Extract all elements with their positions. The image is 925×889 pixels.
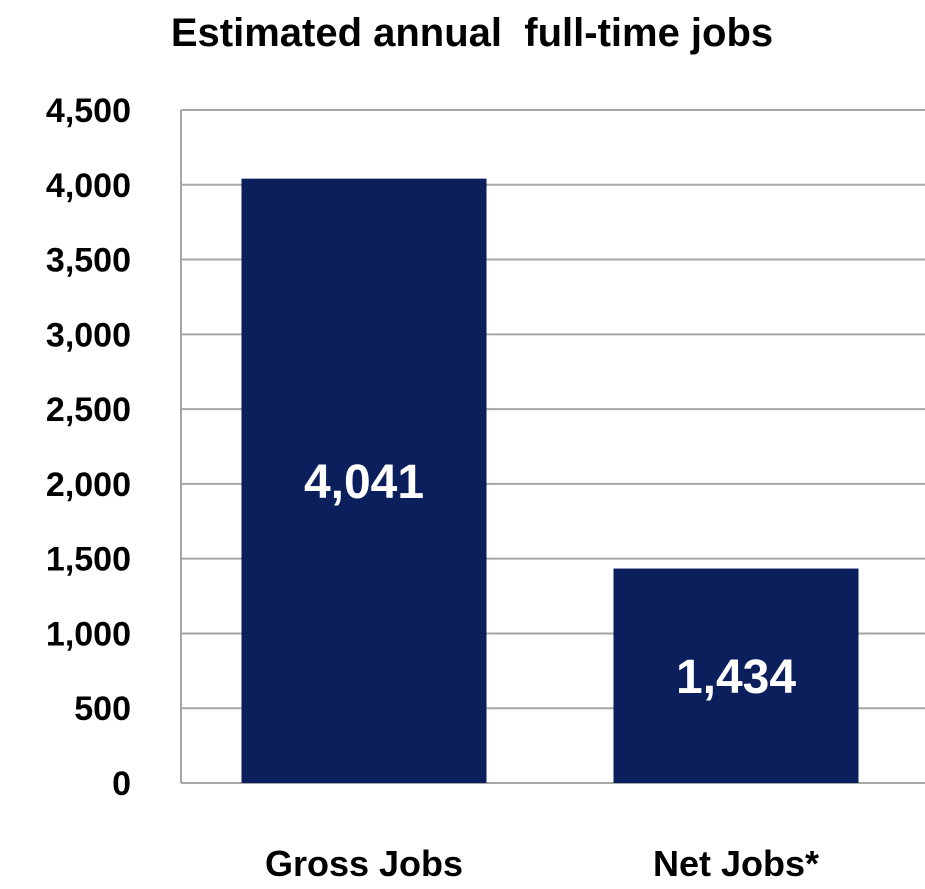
y-tick-label: 4,500 [46, 92, 131, 130]
y-tick-label: 2,000 [46, 466, 131, 504]
y-tick-label: 0 [112, 765, 131, 803]
y-tick-label: 1,500 [46, 541, 131, 579]
y-tick-label: 1,000 [46, 615, 131, 653]
bar-value-label: 1,434 [676, 651, 796, 704]
y-tick-label: 4,000 [46, 167, 131, 205]
x-tick-label: Net Jobs* [653, 843, 819, 884]
y-tick-label: 3,000 [46, 316, 131, 354]
y-tick-label: 3,500 [46, 242, 131, 280]
bar [241, 178, 487, 783]
x-tick-label: Gross Jobs [265, 843, 463, 884]
data-labels: 4,041 1,434 [304, 456, 796, 704]
y-axis-ticks: 0 500 1,000 1,500 2,000 2,500 3,000 3,500 4,000 4… [46, 92, 131, 803]
x-axis-ticks: Gross Jobs Net Jobs* [265, 843, 819, 884]
y-tick-label: 2,500 [46, 391, 131, 429]
bar-value-label: 4,041 [304, 456, 424, 509]
bar [613, 568, 859, 783]
bars [241, 178, 859, 783]
y-tick-label: 500 [74, 690, 131, 728]
chart-title: Estimated annual full-time jobs [171, 11, 773, 55]
